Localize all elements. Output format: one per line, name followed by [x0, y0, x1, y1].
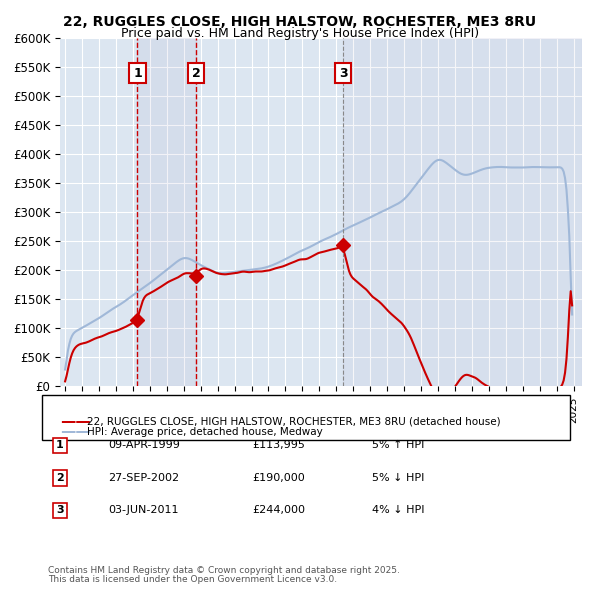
Text: 22, RUGGLES CLOSE, HIGH HALSTOW, ROCHESTER, ME3 8RU (detached house): 22, RUGGLES CLOSE, HIGH HALSTOW, ROCHEST…	[87, 417, 500, 427]
Text: 2: 2	[56, 473, 64, 483]
Text: 27-SEP-2002: 27-SEP-2002	[108, 473, 179, 483]
Text: 1: 1	[133, 67, 142, 80]
Text: 22, RUGGLES CLOSE, HIGH HALSTOW, ROCHESTER, ME3 8RU: 22, RUGGLES CLOSE, HIGH HALSTOW, ROCHEST…	[64, 15, 536, 29]
Text: 5% ↑ HPI: 5% ↑ HPI	[372, 441, 424, 450]
Text: 3: 3	[339, 67, 347, 80]
Text: 4% ↓ HPI: 4% ↓ HPI	[372, 506, 425, 515]
Text: HPI: Average price, detached house, Medway: HPI: Average price, detached house, Medw…	[87, 427, 323, 437]
Text: Contains HM Land Registry data © Crown copyright and database right 2025.: Contains HM Land Registry data © Crown c…	[48, 566, 400, 575]
Text: This data is licensed under the Open Government Licence v3.0.: This data is licensed under the Open Gov…	[48, 575, 337, 584]
Text: £244,000: £244,000	[252, 506, 305, 515]
Text: £190,000: £190,000	[252, 473, 305, 483]
Bar	[343, 38, 582, 386]
Text: 3: 3	[56, 506, 64, 515]
Text: £113,995: £113,995	[252, 441, 305, 450]
Bar	[137, 38, 196, 386]
Text: 2: 2	[192, 67, 200, 80]
Text: Price paid vs. HM Land Registry's House Price Index (HPI): Price paid vs. HM Land Registry's House …	[121, 27, 479, 40]
Text: 09-APR-1999: 09-APR-1999	[108, 441, 180, 450]
Text: ——: ——	[60, 424, 91, 440]
Text: 1: 1	[56, 441, 64, 450]
Text: 03-JUN-2011: 03-JUN-2011	[108, 506, 179, 515]
Text: 5% ↓ HPI: 5% ↓ HPI	[372, 473, 424, 483]
Text: ——: ——	[60, 414, 91, 430]
